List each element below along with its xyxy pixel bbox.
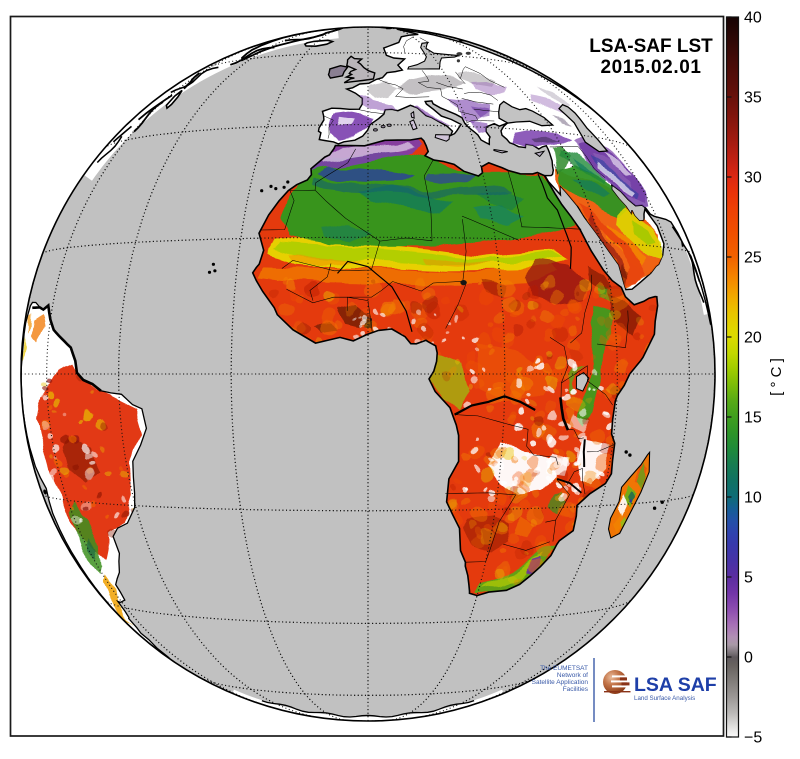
svg-text:Facilities: Facilities (563, 686, 589, 693)
svg-text:2015.02.01: 2015.02.01 (600, 57, 701, 78)
svg-text:35: 35 (744, 90, 762, 107)
svg-text:Satellite Application: Satellite Application (532, 679, 589, 686)
svg-text:0: 0 (744, 650, 753, 667)
svg-text:20: 20 (744, 330, 762, 347)
svg-text:LSA-SAF LST: LSA-SAF LST (589, 36, 713, 57)
svg-text:[ ° C ]: [ ° C ] (768, 358, 785, 396)
svg-text:30: 30 (744, 170, 762, 187)
svg-text:25: 25 (744, 250, 762, 267)
svg-text:Land Surface Analysis: Land Surface Analysis (634, 695, 695, 702)
svg-text:10: 10 (744, 490, 762, 507)
svg-text:Network of: Network of (557, 672, 588, 679)
svg-text:LSA SAF: LSA SAF (634, 674, 717, 696)
svg-text:The EUMETSAT: The EUMETSAT (540, 665, 588, 672)
svg-text:15: 15 (744, 410, 762, 427)
svg-text:5: 5 (744, 570, 753, 587)
svg-text:−5: −5 (744, 730, 762, 747)
svg-text:40: 40 (744, 10, 762, 27)
